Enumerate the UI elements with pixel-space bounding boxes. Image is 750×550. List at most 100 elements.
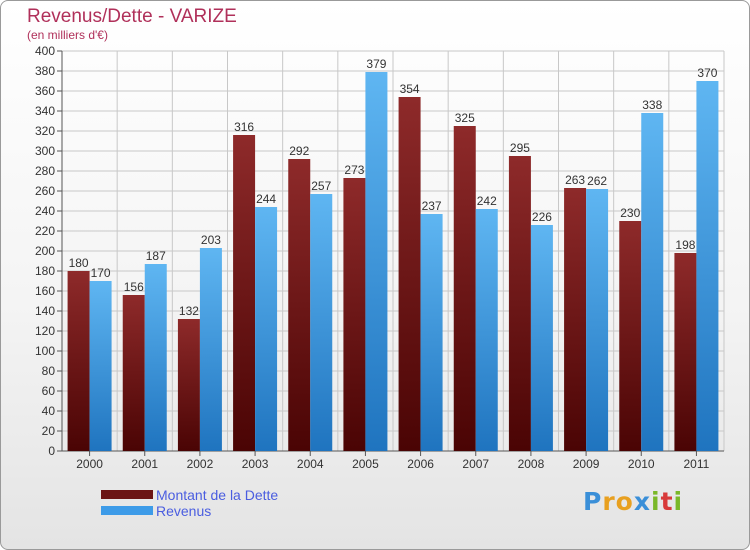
data-label-revenue: 379: [366, 57, 386, 71]
bar-debt-2005: [343, 178, 366, 451]
y-tick-label: 320: [35, 124, 55, 138]
y-tick-label: 200: [35, 244, 55, 258]
x-tick-label: 2001: [131, 457, 158, 471]
bar-revenue-2006: [420, 214, 443, 451]
y-tick-label: 300: [35, 144, 55, 158]
y-tick-label: 20: [42, 424, 56, 438]
bar-revenue-2008: [530, 225, 553, 451]
bar-revenue-2002: [199, 248, 222, 451]
data-label-revenue: 237: [422, 199, 442, 213]
y-tick-label: 400: [35, 44, 55, 58]
y-tick-label: 240: [35, 204, 55, 218]
y-tick-label: 360: [35, 84, 55, 98]
y-tick-label: 80: [42, 364, 56, 378]
data-label-debt: 316: [234, 120, 254, 134]
data-label-revenue: 338: [642, 98, 662, 112]
logo-letter: i: [673, 487, 684, 516]
data-label-debt: 354: [400, 82, 420, 96]
y-tick-label: 380: [35, 64, 55, 78]
x-tick-label: 2005: [352, 457, 379, 471]
bar-debt-2010: [619, 221, 642, 451]
data-label-revenue: 370: [697, 66, 717, 80]
data-label-revenue: 257: [311, 179, 331, 193]
chart-subtitle: (en milliers d'€): [27, 28, 108, 42]
legend-swatch-debt: [101, 490, 153, 499]
bar-debt-2000: [67, 271, 90, 451]
bar-revenue-2004: [310, 194, 333, 451]
x-tick-label: 2007: [462, 457, 489, 471]
data-label-revenue: 244: [256, 192, 276, 206]
data-label-debt: 295: [510, 141, 530, 155]
bar-revenue-2001: [144, 264, 167, 451]
data-label-revenue: 187: [146, 249, 166, 263]
data-label-debt: 325: [455, 111, 475, 125]
y-tick-label: 60: [42, 384, 56, 398]
x-tick-label: 2009: [573, 457, 600, 471]
y-tick-label: 140: [35, 304, 55, 318]
data-label-debt: 273: [344, 163, 364, 177]
bar-debt-2006: [398, 97, 421, 451]
data-label-debt: 132: [179, 304, 199, 318]
logo-letter: x: [633, 487, 651, 516]
x-tick-label: 2003: [242, 457, 269, 471]
data-label-revenue: 262: [587, 174, 607, 188]
bar-revenue-2009: [586, 189, 609, 451]
data-label-debt: 292: [289, 144, 309, 158]
x-tick-label: 2011: [684, 457, 710, 471]
bar-revenue-2005: [365, 72, 388, 451]
y-tick-label: 280: [35, 164, 55, 178]
y-tick-label: 0: [48, 444, 55, 458]
bar-debt-2009: [564, 188, 587, 451]
x-tick-label: 2004: [297, 457, 324, 471]
proxiti-logo: Proxiti: [583, 487, 683, 516]
bar-revenue-2003: [255, 207, 278, 451]
data-label-debt: 230: [620, 206, 640, 220]
bar-debt-2004: [288, 159, 311, 451]
bar-debt-2008: [508, 156, 531, 451]
bar-revenue-2011: [696, 81, 719, 451]
data-label-revenue: 226: [532, 210, 552, 224]
data-label-debt: 180: [69, 256, 89, 270]
data-label-debt: 263: [565, 173, 585, 187]
y-tick-label: 180: [35, 264, 55, 278]
data-label-debt: 156: [124, 280, 144, 294]
bars: [67, 72, 719, 451]
y-tick-label: 340: [35, 104, 55, 118]
logo-letter: t: [660, 487, 674, 516]
bar-revenue-2007: [475, 209, 498, 451]
bar-debt-2003: [233, 135, 256, 451]
x-tick-label: 2006: [407, 457, 434, 471]
y-tick-label: 160: [35, 284, 55, 298]
logo-letter: o: [615, 487, 634, 516]
bar-revenue-2010: [641, 113, 664, 451]
legend-label-debt: Montant de la Dette: [156, 487, 279, 503]
y-tick-label: 220: [35, 224, 55, 238]
logo-letter: r: [602, 487, 616, 516]
bar-debt-2007: [453, 126, 476, 451]
x-tick-label: 2002: [187, 457, 214, 471]
y-tick-label: 100: [35, 344, 55, 358]
logo-letter: i: [651, 487, 661, 516]
bar-debt-2002: [177, 319, 200, 451]
logo-letter: P: [583, 487, 603, 516]
legend-label-revenue: Revenus: [156, 503, 212, 519]
x-tick-label: 2010: [628, 457, 655, 471]
x-tick-label: 2008: [518, 457, 545, 471]
y-tick-label: 40: [42, 404, 56, 418]
legend-swatch-revenue: [101, 506, 153, 515]
y-tick-label: 260: [35, 184, 55, 198]
bar-revenue-2000: [89, 281, 112, 451]
bar-debt-2011: [674, 253, 697, 451]
axes: 0 20 40 60 80 100 120 140 160 180 200 220 240 260 280 3…: [35, 44, 724, 471]
data-label-debt: 198: [675, 238, 695, 252]
x-tick-label: 2000: [76, 457, 103, 471]
data-label-revenue: 170: [91, 266, 111, 280]
chart-title: Revenus/Dette - VARIZE: [27, 6, 237, 27]
bar-debt-2001: [122, 295, 145, 451]
y-tick-label: 120: [35, 324, 55, 338]
data-label-revenue: 242: [477, 194, 497, 208]
data-label-revenue: 203: [201, 233, 221, 247]
